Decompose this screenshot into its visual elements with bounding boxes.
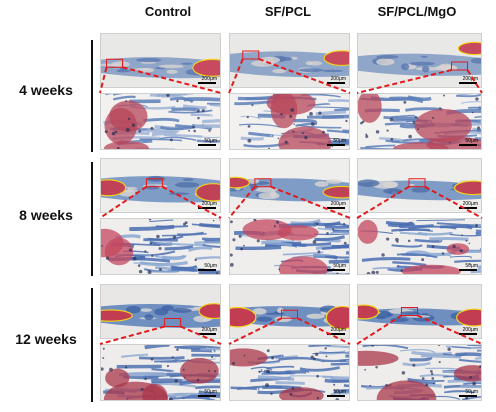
row-bracket-8-weeks	[91, 162, 93, 276]
overview-sf-pcl-mgo-12-weeks-scale-bar	[459, 333, 477, 335]
overview-sf-pcl-mgo-4-weeks-scale-label: 200μm	[462, 76, 478, 82]
overview-image-control-4-weeks: 200μm	[100, 33, 221, 88]
column-header-sf-pcl-mgo: SF/PCL/MgO	[377, 4, 457, 19]
zoom-control-8-weeks-scale-bar	[198, 269, 216, 271]
overview-image-control-12-weeks: 200μm	[100, 284, 221, 339]
overview-control-12-weeks-scale-label: 200μm	[201, 327, 217, 333]
overview-sf-pcl-mgo-12-weeks-scale-label: 200μm	[462, 327, 478, 333]
overview-sf-pcl-mgo-8-weeks-scale-label: 200μm	[462, 201, 478, 207]
overview-sf-pcl-mgo-4-weeks-scale-bar	[459, 82, 477, 84]
zoom-sf-pcl-4-weeks-scale-label: 50μm	[333, 138, 346, 144]
overview-image-control-8-weeks: 200μm	[100, 158, 221, 213]
zoom-image-sf-pcl-mgo-8-weeks: 50μm	[357, 218, 482, 275]
row-label-12-weeks: 12 weeks	[15, 331, 77, 347]
zoom-control-4-weeks-scale-bar	[198, 144, 216, 146]
zoom-sf-pcl-mgo-12-weeks-scale-label: 50μm	[465, 389, 478, 395]
zoom-sf-pcl-mgo-4-weeks-scale-bar	[459, 144, 477, 146]
overview-sf-pcl-12-weeks-scale-label: 200μm	[330, 327, 346, 333]
overview-sf-pcl-4-weeks-scale-bar	[327, 82, 345, 84]
row-bracket-12-weeks	[91, 288, 93, 402]
zoom-sf-pcl-mgo-12-weeks-scale-bar	[459, 395, 477, 397]
row-bracket-4-weeks	[91, 40, 93, 152]
zoom-sf-pcl-mgo-8-weeks-scale-bar	[459, 269, 477, 271]
overview-image-sf-pcl-8-weeks: 200μm	[229, 158, 350, 213]
zoom-image-control-4-weeks: 50μm	[100, 93, 221, 150]
zoom-sf-pcl-8-weeks-scale-label: 50μm	[333, 263, 346, 269]
zoom-image-sf-pcl-mgo-4-weeks: 50μm	[357, 93, 482, 150]
overview-control-12-weeks-scale-bar	[198, 333, 216, 335]
overview-sf-pcl-12-weeks-scale-bar	[327, 333, 345, 335]
column-header-control: Control	[144, 4, 192, 19]
zoom-sf-pcl-4-weeks-scale-bar	[327, 144, 345, 146]
zoom-control-8-weeks-scale-label: 50μm	[204, 263, 217, 269]
row-label-8-weeks: 8 weeks	[19, 207, 73, 223]
zoom-sf-pcl-12-weeks-scale-bar	[327, 395, 345, 397]
overview-image-sf-pcl-4-weeks: 200μm	[229, 33, 350, 88]
overview-sf-pcl-8-weeks-scale-label: 200μm	[330, 201, 346, 207]
overview-control-4-weeks-scale-label: 200μm	[201, 76, 217, 82]
overview-sf-pcl-8-weeks-scale-bar	[327, 207, 345, 209]
overview-image-sf-pcl-12-weeks: 200μm	[229, 284, 350, 339]
zoom-sf-pcl-mgo-4-weeks-scale-label: 50μm	[465, 138, 478, 144]
zoom-sf-pcl-mgo-8-weeks-scale-label: 50μm	[465, 263, 478, 269]
zoom-image-control-8-weeks: 50μm	[100, 218, 221, 275]
overview-image-sf-pcl-mgo-12-weeks: 200μm	[357, 284, 482, 339]
zoom-sf-pcl-12-weeks-scale-label: 50μm	[333, 389, 346, 395]
overview-sf-pcl-mgo-8-weeks-scale-bar	[459, 207, 477, 209]
row-label-4-weeks: 4 weeks	[19, 82, 73, 98]
zoom-control-12-weeks-scale-bar	[198, 395, 216, 397]
column-header-sf-pcl: SF/PCL	[264, 4, 312, 19]
zoom-image-sf-pcl-mgo-12-weeks: 50μm	[357, 344, 482, 401]
overview-control-4-weeks-scale-bar	[198, 82, 216, 84]
zoom-image-sf-pcl-8-weeks: 50μm	[229, 218, 350, 275]
overview-image-sf-pcl-mgo-4-weeks: 200μm	[357, 33, 482, 88]
zoom-image-sf-pcl-4-weeks: 50μm	[229, 93, 350, 150]
overview-control-8-weeks-scale-label: 200μm	[201, 201, 217, 207]
zoom-image-sf-pcl-12-weeks: 50μm	[229, 344, 350, 401]
zoom-image-control-12-weeks: 50μm	[100, 344, 221, 401]
zoom-control-12-weeks-scale-label: 50μm	[204, 389, 217, 395]
overview-control-8-weeks-scale-bar	[198, 207, 216, 209]
zoom-control-4-weeks-scale-label: 50μm	[204, 138, 217, 144]
overview-image-sf-pcl-mgo-8-weeks: 200μm	[357, 158, 482, 213]
overview-sf-pcl-4-weeks-scale-label: 200μm	[330, 76, 346, 82]
zoom-sf-pcl-8-weeks-scale-bar	[327, 269, 345, 271]
